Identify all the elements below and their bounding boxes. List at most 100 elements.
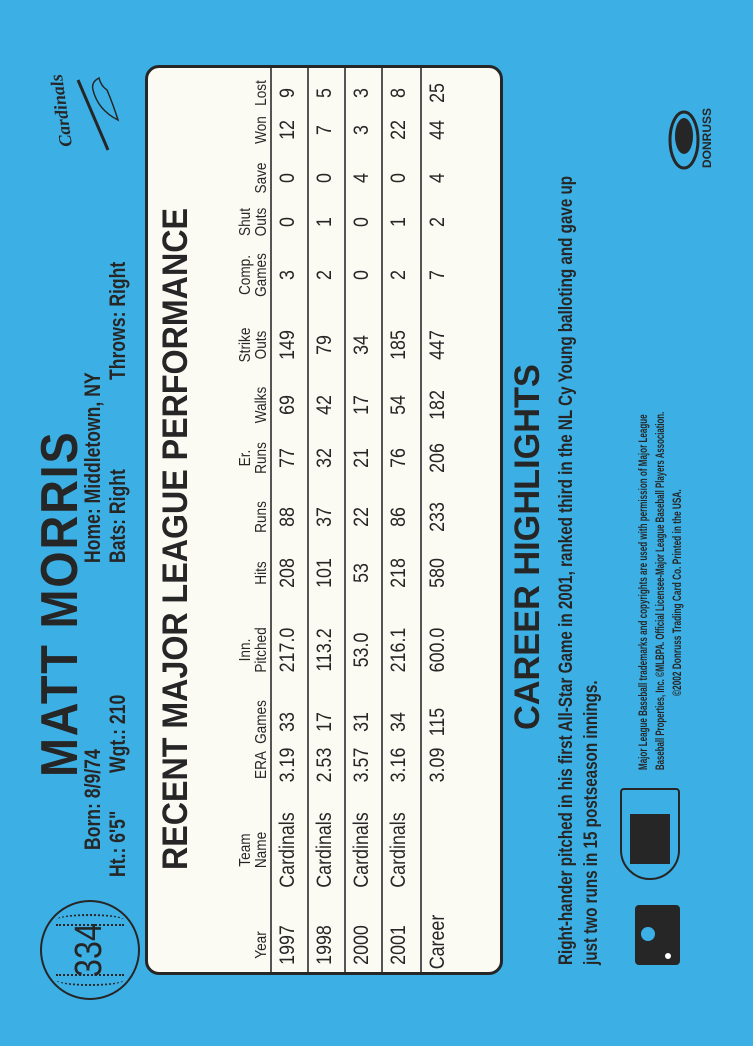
column-header: Games xyxy=(253,700,270,744)
born: Born: 8/9/74 xyxy=(80,749,105,850)
table-cell: 600.0 xyxy=(426,627,449,673)
table-cell: 17 xyxy=(313,712,336,732)
table-row: 2001 Cardinals 3.16 34 216.1 218 86 76 54 185 2 1 0 2… xyxy=(387,68,423,972)
column-header: Walks xyxy=(253,386,270,424)
table-cell: 33 xyxy=(276,712,299,732)
table-cell: 77 xyxy=(276,448,299,468)
column-header: Won xyxy=(253,116,270,144)
column-header: Inn. Pitched xyxy=(237,627,270,673)
column-header: Hits xyxy=(253,561,270,585)
table-cell: 1998 xyxy=(313,925,336,965)
table-cell: 206 xyxy=(426,443,449,473)
table-cell: 21 xyxy=(350,448,373,468)
table-cell: 182 xyxy=(426,390,449,420)
column-header: Lost xyxy=(253,80,270,106)
table-cell: 3 xyxy=(350,88,373,98)
table-cell: 149 xyxy=(276,330,299,360)
table-cell: 447 xyxy=(426,330,449,360)
career-row: Career 3.09 115 600.0 580 233 206 182 447 7 2 4 44 25 xyxy=(426,68,462,972)
table-cell: Cardinals xyxy=(387,812,410,888)
height: Ht.: 6'5" xyxy=(105,810,130,877)
table-cell: 7 xyxy=(426,270,449,280)
table-cell: 1997 xyxy=(276,925,299,965)
bats: Bats: Right xyxy=(105,469,130,563)
legal-line-2: Baseball Properties, Inc. ©MLBPA. Offici… xyxy=(655,411,667,770)
table-cell: 218 xyxy=(387,558,410,588)
cardinal-bird-bat-icon: Cardinals xyxy=(46,73,120,151)
table-cell: 113.2 xyxy=(313,628,336,672)
table-cell: 3.16 xyxy=(387,747,410,783)
table-cell: 3.57 xyxy=(350,747,373,783)
throws: Throws: Right xyxy=(105,261,130,380)
table-cell: 22 xyxy=(387,120,410,140)
weight: Wgt.: 210 xyxy=(105,694,130,773)
row-divider xyxy=(344,68,346,972)
table-cell: 1 xyxy=(313,217,336,227)
table-cell: 208 xyxy=(276,558,299,588)
table-cell: 31 xyxy=(350,712,373,732)
table-cell: 32 xyxy=(313,448,336,468)
column-header: Team Name xyxy=(237,831,270,869)
mlbpa-players-logo-icon xyxy=(620,788,680,880)
table-cell: 79 xyxy=(313,335,336,355)
table-cell: 101 xyxy=(313,558,336,588)
table-cell: 1 xyxy=(387,217,410,227)
legal-line-3: ©2002 Donruss Trading Card Co. Printed i… xyxy=(672,489,684,696)
column-header: Comp. Games xyxy=(237,253,270,297)
table-cell: 580 xyxy=(426,558,449,588)
table-cell: 185 xyxy=(387,330,410,360)
table-cell: 3.19 xyxy=(276,747,299,783)
table-cell: 53 xyxy=(350,563,373,583)
table-cell: 0 xyxy=(276,173,299,183)
table-cell: 217.0 xyxy=(276,627,299,673)
table-cell: 3 xyxy=(350,125,373,135)
table-cell: 0 xyxy=(350,270,373,280)
table-cell: 17 xyxy=(350,395,373,415)
svg-text:Cardinals: Cardinals xyxy=(48,73,76,148)
mlb-logo-icon xyxy=(635,905,680,965)
home: Home: Middletown, NY xyxy=(80,372,105,563)
donruss-swoosh-icon xyxy=(668,110,700,170)
table-cell: 115 xyxy=(426,707,449,737)
column-header: Shut Outs xyxy=(237,207,270,237)
table-cell: Cardinals xyxy=(313,812,336,888)
table-cell: 2 xyxy=(426,217,449,227)
table-cell: 2001 xyxy=(387,925,410,965)
column-header: ERA xyxy=(253,751,270,779)
table-cell: 86 xyxy=(387,507,410,527)
table-cell: 0 xyxy=(276,217,299,227)
donruss-wordmark: DONRUSS xyxy=(700,107,714,168)
table-cell: 0 xyxy=(313,173,336,183)
column-header: Runs xyxy=(253,501,270,533)
stats-table: RECENT MAJOR LEAGUE PERFORMANCE Year Team… xyxy=(145,65,503,975)
legal-line-1: Major League Baseball trademarks and cop… xyxy=(638,414,650,770)
table-cell: 2 xyxy=(387,270,410,280)
table-cell: 42 xyxy=(313,395,336,415)
table-cell: 54 xyxy=(387,395,410,415)
table-cell: 12 xyxy=(276,120,299,140)
highlights-title: CAREER HIGHLIGHTS xyxy=(508,364,547,730)
table-cell: 69 xyxy=(276,395,299,415)
highlights-line-1: Right-hander pitched in his first All-St… xyxy=(556,175,577,965)
table-cell: 37 xyxy=(313,507,336,527)
table-cell: 8 xyxy=(387,88,410,98)
table-cell: 44 xyxy=(426,120,449,140)
stats-body: 1997 Cardinals 3.19 33 217.0 208 88 77 69 149 3 0 0 1… xyxy=(270,68,500,972)
table-cell: 34 xyxy=(350,335,373,355)
table-cell: 233 xyxy=(426,502,449,532)
table-cell: 9 xyxy=(276,88,299,98)
cardinals-logo: Cardinals xyxy=(46,68,128,160)
stats-title: RECENT MAJOR LEAGUE PERFORMANCE xyxy=(156,208,195,870)
table-cell: 2.53 xyxy=(313,747,336,783)
card-number-baseball: 334 xyxy=(40,900,140,1000)
highlights-line-2: just two runs in 15 postseason innings. xyxy=(581,680,602,965)
column-header: Year xyxy=(253,931,270,959)
table-cell: Career xyxy=(426,914,449,970)
donruss-logo: DONRUSS xyxy=(668,70,718,170)
table-cell: 216.1 xyxy=(387,627,410,673)
stats-header-row: Year Team Name ERA Games Inn. Pitched Hits R… xyxy=(216,68,270,972)
table-cell: 25 xyxy=(426,83,449,103)
table-cell: 88 xyxy=(276,507,299,527)
table-cell: 34 xyxy=(387,712,410,732)
